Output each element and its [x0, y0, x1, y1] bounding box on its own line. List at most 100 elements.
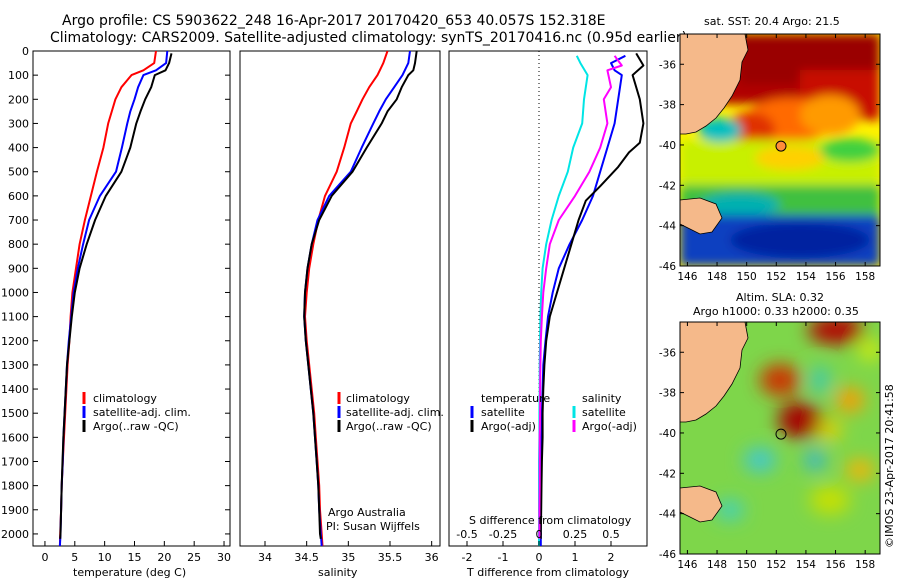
legend-label: climatology: [93, 392, 157, 405]
y-tick-label: 1900: [1, 504, 29, 517]
series-line: [539, 52, 645, 539]
temperature-xlabel: temperature (deg C): [73, 566, 186, 579]
sst-map-field: [680, 34, 880, 266]
annotation-line-2: PI: Susan Wijffels: [326, 520, 420, 533]
map-x-tick-label: 154: [796, 559, 816, 571]
y-tick-label: 1500: [1, 407, 29, 420]
map-y-tick-label: -36: [659, 347, 676, 359]
legend-label: satellite-adj. clim.: [346, 406, 444, 419]
map-y-tick-label: -40: [659, 428, 676, 440]
x-tick-label: 35.5: [378, 551, 403, 564]
difference-salinity-axis: -0.5 -0.25 0 0.25 0.5: [456, 528, 620, 546]
legend-label: satellite-adj. clim.: [93, 406, 191, 419]
x-tick-label: 34.5: [294, 551, 319, 564]
sst-map-frame: [679, 33, 881, 267]
temperature-axes-box: [32, 50, 231, 547]
y-tick-label: 900: [8, 262, 29, 275]
difference-axes-box: [448, 50, 648, 547]
y-tick-label: 1700: [1, 455, 29, 468]
map-y-tick-label: -42: [659, 180, 676, 192]
salinity-x-axis: 34 34.5 35 35.5 36: [258, 541, 439, 564]
salinity-xlabel: salinity: [318, 566, 358, 579]
salinity-axes-box: [239, 50, 441, 547]
temperature-x-axis: 0 5 10 15 20 25 30: [41, 541, 231, 564]
x-tick-label: 20: [157, 551, 171, 564]
difference-xlabel: T difference from climatology: [466, 566, 629, 579]
y-tick-label: 0: [22, 45, 29, 58]
y-tick-label: 700: [8, 214, 29, 227]
map-y-tick-label: -42: [659, 468, 676, 480]
y-tick-label: 1100: [1, 311, 29, 324]
map-x-tick-label: 158: [855, 559, 875, 571]
sla-map-subtitle: Argo h1000: 0.33 h2000: 0.35: [693, 305, 859, 318]
y-tick-label: 100: [8, 69, 29, 82]
temperature-series: [58, 51, 173, 546]
difference-top-axis-label: S difference from climatology: [469, 514, 632, 527]
x-tick-label: 2: [608, 551, 615, 564]
header-line-1: Argo profile: CS 5903622_248 16-Apr-2017…: [62, 13, 606, 29]
map-y-tick-label: -44: [659, 509, 676, 521]
argo-position-marker: [775, 140, 787, 152]
land-mainland: [680, 322, 749, 423]
legend-label: Argo(..raw -QC): [93, 420, 179, 433]
temperature-legend: climatology satellite-adj. clim. Argo(..…: [82, 392, 191, 433]
sst-map-title: sat. SST: 20.4 Argo: 21.5: [704, 15, 840, 28]
y-tick-label: 1800: [1, 480, 29, 493]
salinity-panel: 34 34.5 35 35.5 36 salinity climatology sate…: [239, 50, 444, 579]
salinity-legend: climatology satellite-adj. clim. Argo(..…: [337, 392, 444, 433]
map-y-tick-label: -38: [659, 100, 676, 112]
legend-title-temperature: temperature: [481, 392, 550, 405]
map-y-tick-label: -40: [659, 140, 676, 152]
map-x-tick-label: 152: [766, 559, 786, 571]
y-tick-label: 2000: [1, 528, 29, 541]
sla-map-field: [680, 322, 880, 554]
y-tick-label: 800: [8, 238, 29, 251]
y-tick-label: 400: [8, 142, 29, 155]
legend-label: climatology: [346, 392, 410, 405]
x-tick-label: 10: [98, 551, 112, 564]
map-x-tick-label: 156: [826, 271, 846, 283]
series-line: [538, 55, 623, 539]
land-mainland: [680, 34, 749, 135]
difference-series: [538, 52, 645, 546]
y-tick-label: 500: [8, 166, 29, 179]
salinity-series: [303, 51, 418, 546]
x-tick-label: 1: [572, 551, 579, 564]
map-y-tick-label: -44: [659, 221, 676, 233]
map-x-tick-label: 148: [707, 271, 727, 283]
x-tick-label: 30: [217, 551, 231, 564]
x-tick-label: -1: [498, 551, 509, 564]
legend-label: Argo(..raw -QC): [346, 420, 432, 433]
top-tick-label: -0.5: [456, 528, 477, 541]
top-tick-label: -0.25: [489, 528, 517, 541]
sla-map-frame: [679, 321, 881, 555]
legend-title-salinity: salinity: [582, 392, 622, 405]
map-x-tick-label: 150: [737, 271, 757, 283]
map-x-tick-label: 154: [796, 271, 816, 283]
header-line-2: Climatology: CARS2009. Satellite-adjuste…: [50, 30, 687, 46]
x-tick-label: 15: [127, 551, 141, 564]
top-tick-label: 0.25: [563, 528, 588, 541]
x-tick-label: 36: [425, 551, 439, 564]
sla-map-title: Altim. SLA: 0.32: [736, 291, 824, 304]
map-x-tick-label: 148: [707, 559, 727, 571]
series-line: [59, 53, 173, 539]
difference-panel: -2 -1 0 1 2 -0.5 -0.25 0 0.25 0.5 S difference f…: [448, 50, 648, 579]
map-y-tick-label: -46: [659, 549, 676, 561]
x-tick-label: -2: [462, 551, 473, 564]
map-y-tick-label: -36: [659, 59, 676, 71]
legend-label: satellite: [582, 406, 626, 419]
y-tick-label: 1600: [1, 431, 29, 444]
top-tick-label: 0: [536, 528, 543, 541]
top-tick-label: 0.5: [602, 528, 620, 541]
y-tick-label: 1200: [1, 335, 29, 348]
x-tick-label: 35: [341, 551, 355, 564]
series-line: [303, 51, 418, 539]
map-x-tick-label: 146: [677, 559, 697, 571]
map-x-tick-label: 152: [766, 271, 786, 283]
difference-legend: temperature salinity satellite Argo(-adj…: [470, 392, 637, 433]
x-tick-label: 34: [258, 551, 272, 564]
sst-map-panel: sat. SST: 20.4 Argo: 21.5: [659, 15, 881, 283]
legend-label: Argo(-adj): [481, 420, 536, 433]
y-tick-label: 1400: [1, 383, 29, 396]
